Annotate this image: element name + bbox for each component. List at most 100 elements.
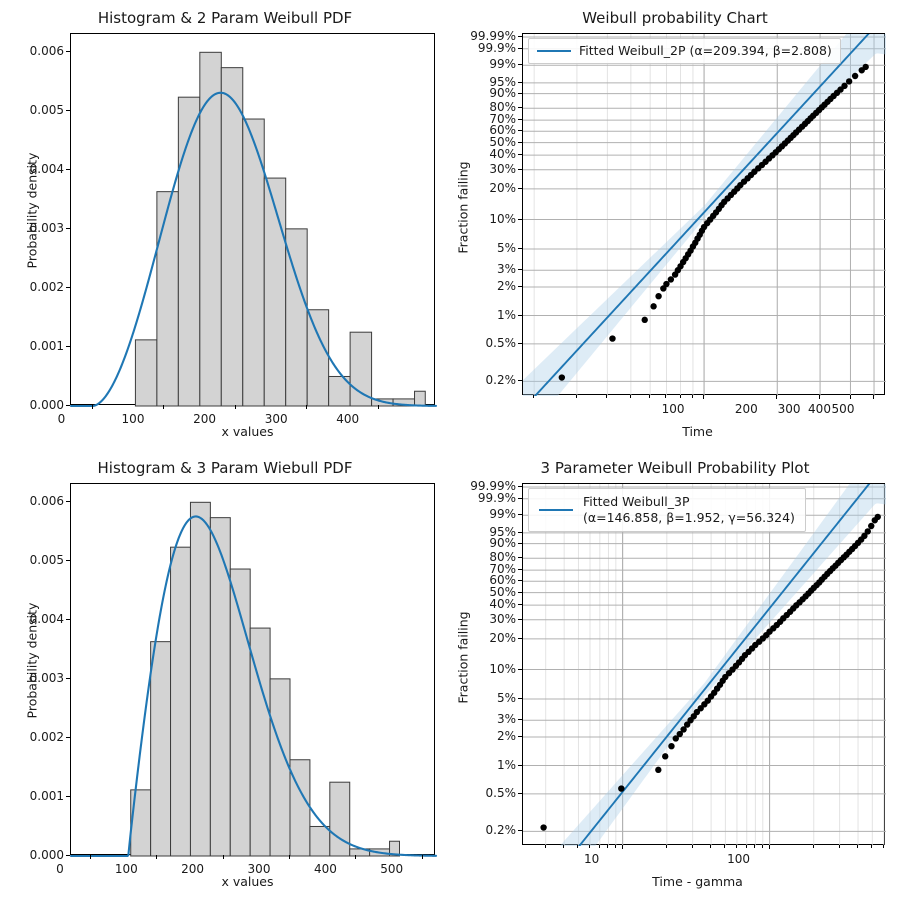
prob-xtick-minor-mark — [692, 395, 693, 398]
prob-2p-title: Weibull probability Chart — [582, 9, 768, 27]
prob-ytick-label: 99% — [489, 507, 516, 522]
hist-xtick-mark — [355, 855, 357, 859]
prob-ytick-mark — [518, 736, 522, 737]
prob-ytick-mark — [518, 542, 522, 544]
prob-xtick-minor-mark — [754, 845, 756, 848]
prob-xtick-minor-mark — [882, 845, 884, 848]
prob-ytick-mark — [518, 380, 522, 382]
panel-histogram-3p: Histogram & 3 Param Wiebull PDF Probabil… — [0, 450, 450, 900]
hist-xtick-label: 200 — [193, 412, 217, 426]
prob-xtick-minor-mark — [819, 395, 821, 398]
hist-ytick-mark — [66, 559, 70, 561]
data-point — [862, 63, 869, 71]
prob-ytick-mark — [518, 286, 522, 287]
fitted-line — [533, 34, 870, 396]
histogram-bar — [209, 517, 231, 857]
histogram-bar — [349, 331, 373, 407]
prob-ytick-label: 95% — [489, 74, 516, 89]
prob-xtick-label: 400 — [808, 402, 831, 416]
prob-ytick-mark — [518, 514, 522, 516]
prob-xtick-minor-mark — [736, 845, 737, 848]
prob-2p-legend: Fitted Weibull_2P (α=209.394, β=2.808) — [528, 38, 841, 64]
prob-xtick-mark — [703, 395, 705, 399]
hist-xtick-mark — [234, 405, 236, 409]
panel-probability-3p: 3 Parameter Weibull Probability Plot Fra… — [450, 450, 900, 900]
hist-2p-title: Histogram & 2 Param Weibull PDF — [97, 9, 353, 27]
prob-xtick-minor-mark — [812, 845, 814, 848]
hist-ytick-label: 0.004 — [29, 611, 64, 626]
data-point — [851, 72, 859, 80]
confidence-band — [559, 484, 886, 846]
hist-xtick-label: 100 — [121, 412, 145, 426]
prob-xtick-minor-mark — [679, 395, 681, 398]
hist-ytick-mark — [66, 405, 70, 406]
prob-ytick-mark — [518, 36, 522, 37]
data-point — [663, 280, 670, 288]
prob-ytick-label: 99.9% — [477, 40, 516, 55]
prob-ytick-label: 40% — [489, 147, 516, 162]
hist-ytick-mark — [66, 736, 70, 738]
prob-xtick-label: 300 — [777, 402, 801, 416]
hist-xtick-label: 0 — [57, 412, 66, 426]
prob-ytick-label: 99.99% — [470, 479, 516, 493]
prob-ytick-label: 10% — [489, 211, 516, 226]
hist-ytick-label: 0.000 — [29, 398, 64, 412]
hist-xtick-mark — [377, 405, 379, 409]
histogram-bar — [306, 309, 330, 407]
prob-ytick-label: 10% — [489, 661, 516, 676]
prob-3p-xlabel: Time - gamma — [652, 874, 743, 889]
prob-ytick-label: 0.2% — [485, 373, 517, 388]
prob-3p-canvas — [523, 484, 886, 846]
data-point — [672, 735, 679, 742]
prob-xtick-minor-mark — [761, 845, 763, 848]
histogram-bar — [134, 339, 158, 407]
prob-ytick-label: 3% — [496, 262, 516, 277]
data-point — [861, 532, 868, 540]
prob-3p-title: 3 Parameter Weibull Probability Plot — [540, 459, 810, 477]
hist-ytick-mark — [66, 796, 70, 797]
prob-ytick-mark — [518, 64, 522, 66]
hist-ytick-mark — [66, 109, 70, 111]
legend-line-swatch — [539, 509, 573, 511]
data-point — [667, 276, 675, 283]
data-point — [868, 522, 875, 530]
prob-3p-axes — [522, 483, 886, 846]
prob-ytick-mark — [518, 107, 522, 109]
prob-xtick-label: 100 — [727, 852, 751, 866]
data-point — [680, 726, 687, 733]
hist-ytick-label: 0.000 — [29, 848, 64, 862]
panel-probability-2p: Weibull probability Chart Fraction faili… — [450, 0, 900, 450]
prob-ytick-mark — [518, 141, 522, 143]
prob-3p-legend-label-line2: (α=146.858, β=1.952, γ=56.324) — [583, 510, 795, 525]
data-point — [845, 78, 853, 85]
hist-xtick-label: 500 — [380, 862, 404, 876]
prob-ytick-mark — [518, 218, 522, 220]
prob-ytick-label: 5% — [496, 691, 516, 705]
hist-2p-canvas — [69, 51, 438, 408]
prob-xtick-minor-mark — [857, 845, 858, 848]
prob-ytick-mark — [518, 168, 522, 170]
hist-3p-axes — [69, 483, 438, 858]
prob-2p-xlabel: Time — [682, 424, 713, 439]
prob-ytick-label: 20% — [489, 180, 516, 195]
prob-xtick-minor-mark — [607, 845, 609, 848]
histogram-bar — [263, 177, 287, 407]
weibull-pdf-curve — [69, 515, 438, 858]
prob-ytick-mark — [518, 92, 522, 94]
prob-ytick-label: 0.5% — [485, 785, 517, 800]
hist-3p-xlabel: x values — [221, 874, 274, 889]
prob-ytick-mark — [518, 119, 522, 121]
data-point — [609, 335, 616, 342]
prob-xtick-minor-mark — [838, 845, 840, 848]
prob-xtick-minor-mark — [544, 845, 546, 848]
prob-ytick-mark — [518, 830, 522, 832]
hist-ytick-mark — [66, 50, 70, 52]
hist-ytick-mark — [66, 677, 70, 679]
prob-ytick-mark — [518, 269, 522, 271]
histogram-bar — [389, 840, 400, 857]
prob-ytick-label: 60% — [489, 123, 516, 138]
prob-xtick-minor-mark — [745, 845, 747, 848]
hist-ytick-label: 0.001 — [29, 789, 64, 803]
prob-ytick-label: 30% — [489, 611, 516, 626]
prob-xtick-minor-mark — [575, 395, 577, 398]
